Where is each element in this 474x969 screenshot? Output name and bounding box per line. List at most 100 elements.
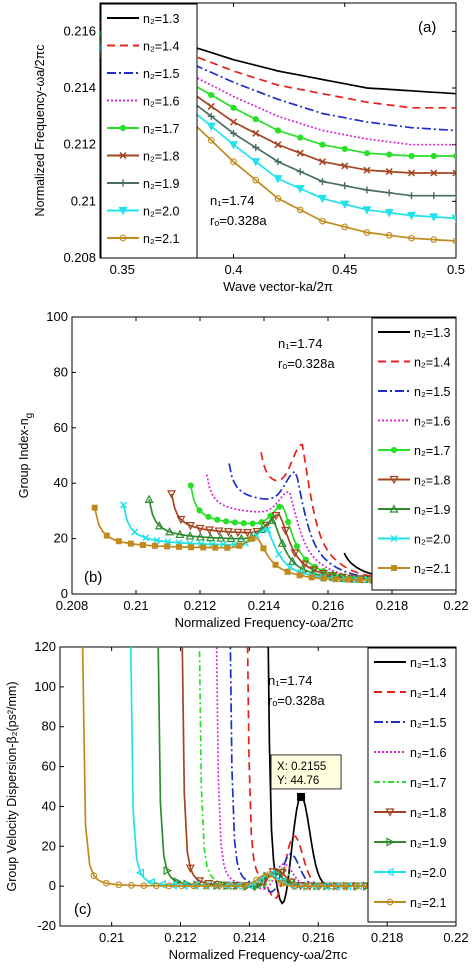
marker bbox=[328, 882, 335, 890]
marker bbox=[212, 544, 219, 551]
marker bbox=[265, 871, 273, 878]
marker bbox=[317, 194, 328, 204]
legend-entry: n₂=1.8 bbox=[143, 150, 180, 164]
marker bbox=[340, 200, 350, 209]
legend-entry: n₂=2.0 bbox=[414, 533, 451, 547]
marker bbox=[115, 538, 122, 545]
marker bbox=[190, 882, 198, 890]
y-tick-label: 20 bbox=[42, 838, 56, 853]
marker bbox=[249, 520, 256, 527]
x-tick-label: 0.208 bbox=[56, 598, 89, 613]
marker bbox=[103, 879, 110, 887]
marker bbox=[240, 520, 247, 527]
legend-entry: n₂=2.1 bbox=[414, 562, 451, 576]
marker bbox=[165, 526, 175, 536]
marker bbox=[285, 518, 292, 526]
marker bbox=[251, 158, 261, 167]
marker bbox=[290, 882, 298, 890]
marker bbox=[386, 837, 395, 847]
marker bbox=[231, 519, 239, 526]
panel-label: (a) bbox=[418, 19, 436, 36]
marker bbox=[391, 565, 397, 571]
marker bbox=[195, 532, 205, 541]
marker bbox=[128, 881, 135, 889]
marker bbox=[226, 533, 236, 543]
legend-entry: n₂=1.6 bbox=[410, 746, 447, 760]
legend-entry: n₂=1.5 bbox=[143, 67, 180, 81]
legend-entry: n₂=1.7 bbox=[143, 122, 180, 136]
legend-entry: n₂=1.8 bbox=[414, 474, 451, 488]
legend: n₂=1.3 n₂=1.4 n₂=1.5 n₂=1.6 n₂=1.7 n₂=1.8 n₂=1… bbox=[371, 317, 457, 591]
marker bbox=[206, 532, 216, 542]
marker bbox=[319, 178, 326, 185]
y-tick-label: 20 bbox=[54, 531, 68, 546]
marker bbox=[252, 176, 260, 184]
datatip-box bbox=[270, 754, 342, 790]
marker bbox=[144, 494, 154, 503]
marker bbox=[430, 192, 438, 200]
marker bbox=[230, 104, 237, 111]
marker bbox=[139, 541, 146, 548]
marker bbox=[280, 526, 290, 536]
marker bbox=[208, 91, 215, 99]
legend-entry: n₂=1.9 bbox=[414, 503, 451, 517]
legend-entry: n₂=1.4 bbox=[143, 40, 180, 54]
marker bbox=[153, 536, 161, 544]
marker bbox=[385, 867, 394, 877]
marker bbox=[276, 503, 283, 510]
marker bbox=[277, 538, 287, 547]
marker bbox=[140, 882, 148, 889]
series-line bbox=[100, 21, 456, 109]
marker bbox=[240, 882, 248, 890]
marker bbox=[429, 213, 439, 222]
marker bbox=[176, 543, 183, 550]
marker bbox=[386, 898, 394, 906]
y-tick-label: 0 bbox=[61, 586, 68, 601]
marker bbox=[386, 151, 393, 158]
marker bbox=[296, 206, 304, 214]
legend-entry: n₂=1.3 bbox=[143, 12, 180, 26]
marker bbox=[195, 524, 205, 534]
datatip-y: Y: 44.76 bbox=[277, 775, 319, 787]
marker bbox=[178, 882, 185, 890]
marker bbox=[274, 195, 282, 202]
marker bbox=[318, 158, 327, 166]
marker bbox=[151, 542, 158, 549]
marker bbox=[267, 515, 277, 524]
marker bbox=[91, 504, 98, 511]
marker bbox=[290, 549, 300, 558]
marker bbox=[224, 544, 231, 551]
marker bbox=[430, 169, 438, 177]
x-tick-label: 0.218 bbox=[371, 930, 404, 945]
marker bbox=[223, 518, 230, 525]
legend-box bbox=[100, 3, 198, 259]
marker bbox=[385, 231, 393, 239]
marker bbox=[296, 572, 303, 579]
marker bbox=[264, 526, 272, 534]
marker bbox=[318, 569, 328, 579]
marker bbox=[252, 129, 260, 137]
y-tick-label: -20 bbox=[37, 918, 56, 933]
marker bbox=[363, 229, 371, 236]
series bbox=[260, 443, 456, 581]
marker bbox=[119, 234, 127, 242]
y-tick-label: 40 bbox=[54, 475, 68, 490]
marker bbox=[90, 872, 98, 879]
series bbox=[100, 21, 456, 109]
legend-entry: n₂=1.3 bbox=[410, 656, 447, 670]
marker bbox=[214, 527, 224, 536]
marker bbox=[385, 168, 393, 176]
marker bbox=[341, 223, 349, 231]
marker bbox=[385, 808, 395, 817]
parameter-annotation: rₒ=0.328a bbox=[268, 693, 325, 708]
marker bbox=[163, 866, 172, 876]
legend-entry: n₂=1.9 bbox=[410, 836, 447, 850]
marker bbox=[186, 522, 196, 531]
marker bbox=[173, 877, 182, 887]
marker bbox=[275, 550, 283, 558]
legend: n₂=1.3 n₂=1.4 n₂=1.5 n₂=1.6 n₂=1.7 n₂=1.8 n₂=1… bbox=[367, 647, 457, 923]
marker bbox=[430, 152, 437, 160]
marker bbox=[406, 211, 417, 221]
marker bbox=[278, 880, 285, 887]
